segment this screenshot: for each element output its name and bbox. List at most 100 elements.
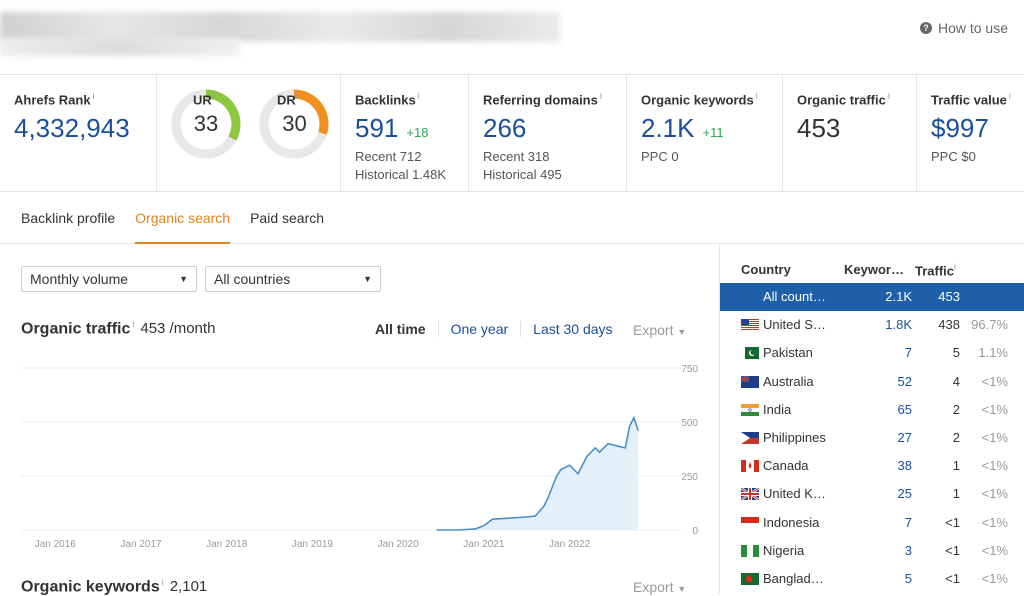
country-traffic-percent: <1% xyxy=(981,430,1008,445)
country-name[interactable]: Pakistan xyxy=(763,345,813,361)
country-keywords[interactable]: 25 xyxy=(897,486,912,502)
country-row[interactable]: Australia 52 4 <1% xyxy=(720,368,1024,396)
info-icon[interactable]: i xyxy=(132,319,135,329)
info-icon[interactable]: i xyxy=(1008,91,1011,101)
y-tick-label: 0 xyxy=(692,526,698,537)
traffic-line xyxy=(436,415,639,531)
country-traffic-percent: <1% xyxy=(981,486,1008,502)
flag-part xyxy=(741,347,745,360)
country-traffic: <1 xyxy=(945,542,960,558)
country-name[interactable]: Banglad… xyxy=(763,571,824,586)
how-to-use-link[interactable]: ? How to use xyxy=(919,20,1008,36)
referring-domains-value[interactable]: 266 xyxy=(483,113,527,144)
info-icon[interactable]: i xyxy=(887,91,890,101)
backlinks-historical[interactable]: Historical 1.48K xyxy=(355,167,447,183)
country-name[interactable]: Indonesia xyxy=(763,514,820,530)
country-row[interactable]: Pakistan 7 5 1.1% xyxy=(720,339,1024,367)
tab-backlink-profile[interactable]: Backlink profile xyxy=(21,210,116,226)
backlinks-delta: +18 xyxy=(406,125,429,141)
country-name[interactable]: United K… xyxy=(763,486,826,502)
ur-label: UR xyxy=(193,92,212,108)
traffic-value-amount[interactable]: $997 xyxy=(931,113,989,144)
country-name[interactable]: India xyxy=(763,401,792,417)
y-tick-label: 500 xyxy=(681,418,698,429)
ur-gauge[interactable]: 33 xyxy=(169,87,243,161)
dr-value: 30 xyxy=(282,111,307,136)
col-traffic[interactable]: Traffici xyxy=(915,262,956,278)
flag-part xyxy=(750,350,756,356)
country-traffic-percent: <1% xyxy=(981,514,1008,530)
info-icon[interactable]: i xyxy=(954,262,957,272)
country-name[interactable]: Philippines xyxy=(763,430,826,445)
backlinks-recent[interactable]: Recent 712 xyxy=(355,149,422,165)
country-row[interactable]: Nigeria 3 <1 <1% xyxy=(720,537,1024,565)
country-keywords[interactable]: 65 xyxy=(897,401,912,417)
ahrefs-rank-value[interactable]: 4,332,943 xyxy=(14,113,130,144)
backlinks-value[interactable]: 591 xyxy=(355,113,399,144)
dr-gauge[interactable]: 30 xyxy=(257,87,331,161)
flag-part xyxy=(741,544,747,557)
col-country[interactable]: Country xyxy=(741,262,791,277)
country-name[interactable]: Australia xyxy=(763,373,814,389)
country-name[interactable]: United S… xyxy=(763,317,826,333)
info-icon[interactable]: i xyxy=(295,91,298,101)
info-icon[interactable]: i xyxy=(755,91,758,101)
country-row[interactable]: United K… 25 1 <1% xyxy=(720,480,1024,508)
organic-traffic-title: Organic traffic xyxy=(21,320,131,338)
volume-select[interactable]: Monthly volume ▼ xyxy=(21,266,197,292)
country-name[interactable]: Nigeria xyxy=(763,542,805,558)
ahrefs-rank-label: Ahrefs Rank xyxy=(14,92,91,108)
tab-organic-search[interactable]: Organic search xyxy=(135,192,231,244)
country-traffic-percent: 1.1% xyxy=(978,345,1008,361)
flag-part xyxy=(748,408,752,412)
country-row[interactable]: United S… 1.8K 438 96.7% xyxy=(720,311,1024,339)
country-keywords[interactable]: 7 xyxy=(904,514,912,530)
country-row[interactable]: Philippines 27 2 <1% xyxy=(720,424,1024,452)
referring-domains-recent[interactable]: Recent 318 xyxy=(483,149,550,165)
country-keywords[interactable]: 2.1K xyxy=(885,289,912,304)
info-icon[interactable]: i xyxy=(92,91,95,101)
organic-traffic-chart[interactable]: 750 500 250 0 Jan 2016 Jan 2017 Jan 2018 Jan 20… xyxy=(21,354,701,554)
referring-domains-historical[interactable]: Historical 495 xyxy=(483,167,562,183)
organic-keywords-value[interactable]: 2.1K xyxy=(641,113,695,144)
country-keywords[interactable]: 38 xyxy=(897,458,912,474)
x-tick-label: Jan 2016 xyxy=(35,539,77,550)
tab-paid-search[interactable]: Paid search xyxy=(250,210,325,226)
organic-traffic-label: Organic traffic xyxy=(797,92,886,108)
traffic-export-button[interactable]: Export ▼ xyxy=(633,322,686,338)
organic-keywords-ppc[interactable]: PPC 0 xyxy=(641,149,679,165)
au-flag-icon xyxy=(741,375,759,388)
country-row[interactable]: Banglad… 5 <1 <1% xyxy=(720,565,1024,593)
country-keywords[interactable]: 5 xyxy=(904,571,912,586)
country-traffic-percent: 96.7% xyxy=(971,317,1008,333)
country-row[interactable]: All count… 2.1K 453 xyxy=(720,283,1024,311)
x-tick-label: Jan 2020 xyxy=(378,539,420,550)
caret-down-icon: ▼ xyxy=(179,274,188,284)
country-keywords[interactable]: 1.8K xyxy=(885,317,912,333)
organic-keywords-heading: Organic keywords i 2,101 xyxy=(21,577,207,596)
col-keywords[interactable]: Keywor… xyxy=(844,262,904,277)
country-name[interactable]: All count… xyxy=(763,289,826,304)
country-row[interactable]: India 65 2 <1% xyxy=(720,396,1024,424)
country-keywords[interactable]: 27 xyxy=(897,430,912,445)
country-name[interactable]: Canada xyxy=(763,458,809,474)
traffic-value-ppc: PPC $0 xyxy=(931,149,976,165)
country-keywords[interactable]: 52 xyxy=(897,373,912,389)
info-icon[interactable]: i xyxy=(211,91,214,101)
countries-select[interactable]: All countries ▼ xyxy=(205,266,381,292)
us-flag-icon xyxy=(741,319,759,331)
range-last-30-days[interactable]: Last 30 days xyxy=(533,321,613,337)
country-row[interactable]: Indonesia 7 <1 <1% xyxy=(720,509,1024,537)
country-keywords[interactable]: 7 xyxy=(904,345,912,361)
flag-part xyxy=(741,321,759,323)
range-one-year[interactable]: One year xyxy=(439,321,522,337)
metric-ahrefs-rank: Ahrefs Rank i 4,332,943 xyxy=(0,75,157,191)
info-icon[interactable]: i xyxy=(599,91,602,101)
col-traffic-label: Traffic xyxy=(915,263,955,279)
info-icon[interactable]: i xyxy=(161,577,164,587)
range-all-time[interactable]: All time xyxy=(375,321,439,337)
keywords-export-button[interactable]: Export ▼ xyxy=(633,579,686,595)
country-row[interactable]: Canada 38 1 <1% xyxy=(720,452,1024,480)
info-icon[interactable]: i xyxy=(417,91,420,101)
country-keywords[interactable]: 3 xyxy=(904,542,912,558)
